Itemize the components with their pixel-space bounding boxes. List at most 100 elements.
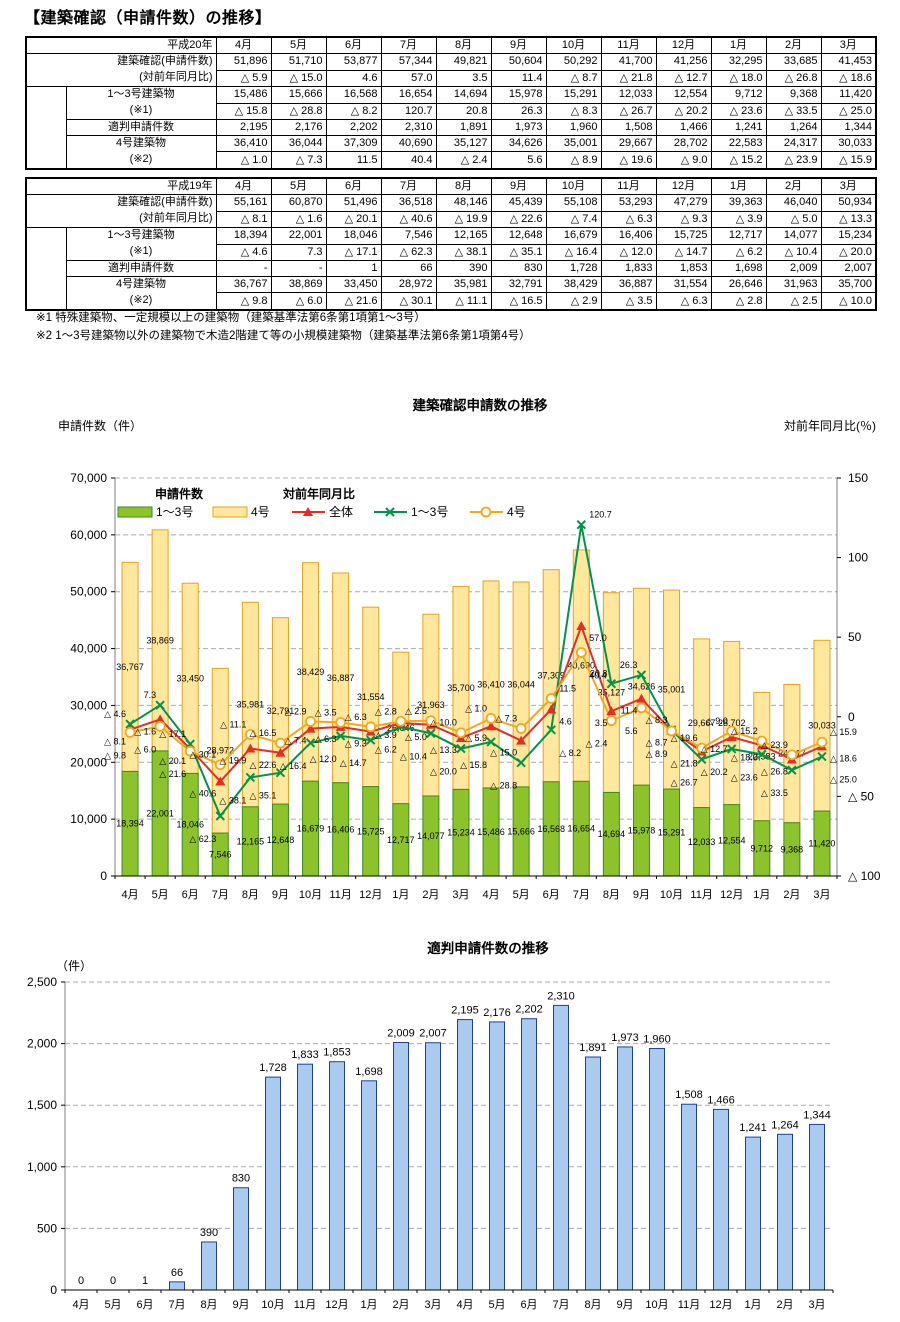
indent-cell (25, 227, 67, 311)
bar-tekihan (169, 1281, 185, 1291)
marker-triangle (486, 721, 497, 731)
total-yoy: △ 22.6 (490, 210, 547, 228)
y-tick-label: 2,500 (27, 975, 57, 989)
line-label: △ 62.3 (189, 834, 216, 844)
label-total: 建築確認(申請件数) (対前年同月比) (25, 194, 217, 228)
x-axis-label: 9月 (272, 889, 289, 901)
x-axis-label: 1月 (753, 889, 770, 901)
month-header: 12月 (655, 36, 712, 54)
marker-circle (786, 749, 798, 761)
bar-label-type13: 12,648 (267, 835, 295, 845)
bar-label-type13: 12,033 (688, 837, 716, 847)
marker-x (456, 743, 466, 754)
row-label: 建築確認(申請件数) (117, 55, 213, 67)
type4-yoy: △ 23.9 (765, 151, 822, 170)
x-axis-label: 4月 (456, 1299, 473, 1311)
type4-yoy: △ 8.9 (545, 151, 602, 170)
marker-x (696, 754, 707, 765)
line-label: 120.7 (589, 510, 612, 520)
bar-label-type4: 28,702 (718, 718, 746, 728)
left-tick-label: 50,000 (70, 585, 107, 599)
type4-yoy: △ 21.6 (325, 292, 382, 311)
bar-label-type4: 38,869 (146, 635, 174, 645)
line-label: △ 21.6 (159, 769, 186, 779)
line-label: △ 16.4 (280, 761, 307, 771)
marker-circle (545, 693, 557, 704)
total-value: 53,877 (325, 53, 382, 71)
total-value: 49,821 (435, 53, 492, 71)
total-value: 41,453 (820, 53, 877, 71)
type4-yoy: △ 16.5 (490, 292, 547, 311)
label-tekihan: 適判申請件数 (65, 260, 217, 277)
tekihan-value: 1,728 (545, 260, 602, 277)
bar-label: 390 (200, 1227, 218, 1239)
legend-swatch-type13 (117, 506, 153, 518)
marker-circle (480, 506, 492, 518)
legend-label: 1～3号 (411, 505, 448, 519)
type4-yoy: △ 10.0 (820, 292, 877, 311)
type4-value: 31,554 (655, 275, 712, 294)
month-header: 7月 (380, 36, 437, 54)
total-yoy: △ 12.7 (655, 69, 712, 87)
type13-value: 12,165 (435, 227, 492, 245)
type13-value: 12,717 (710, 227, 767, 245)
marker-triangle (303, 507, 313, 516)
legend-label: 全体 (329, 504, 353, 519)
bar-tekihan (553, 1004, 569, 1291)
bar-tekihan (777, 1133, 793, 1291)
marker-x (486, 737, 496, 747)
marker-x (125, 719, 135, 729)
x-axis-label: 8月 (603, 889, 620, 901)
x-axis-label: 5月 (513, 889, 530, 901)
tekihan-value: 2,176 (270, 119, 327, 136)
line-label: △ 6.2 (375, 745, 397, 755)
right-tick-label: 0 (848, 710, 855, 724)
marker-triangle (636, 693, 647, 703)
line-label: △ 15.8 (460, 760, 487, 770)
line-label: △ 20.2 (701, 767, 728, 777)
marker-circle (636, 702, 647, 714)
bar-label: 1,698 (355, 1066, 383, 1078)
type13-yoy: 20.8 (435, 102, 492, 120)
x-axis-label: 9月 (633, 889, 650, 901)
type4-yoy: △ 3.5 (600, 292, 657, 311)
type13-value: 12,033 (600, 86, 657, 104)
type13-value: 11,420 (820, 86, 877, 104)
tekihan-value: - (270, 260, 327, 277)
line-label: △ 2.5 (405, 706, 427, 716)
x-axis-label: 4月 (72, 1299, 89, 1311)
month-header: 2月 (765, 177, 822, 195)
right-tick-label: 100 (848, 551, 868, 565)
marker-triangle (606, 706, 617, 716)
total-yoy: △ 13.3 (820, 210, 877, 228)
bar-label-type4: 37,309 (537, 671, 565, 681)
bar-label: 2,202 (515, 1004, 543, 1016)
indent-cell (25, 86, 67, 170)
x-axis-label: 7月 (573, 889, 590, 901)
marker-circle (184, 745, 196, 757)
type4-value: 28,702 (655, 134, 712, 153)
line-label: △ 3.5 (315, 707, 337, 717)
page-title: 【建築確認（申請件数）の推移】 (24, 10, 272, 27)
marker-circle (726, 725, 738, 737)
x-axis-label: 3月 (813, 889, 830, 901)
type13-yoy: △ 12.0 (600, 243, 657, 261)
type4-value: 32,791 (490, 275, 547, 294)
bar-tekihan (329, 1061, 345, 1291)
x-axis-label: 11月 (329, 889, 351, 901)
bar-tekihan (681, 1103, 697, 1291)
bar-label-type13: 12,165 (237, 836, 265, 846)
type4-value: 36,410 (215, 134, 272, 153)
row-label: (※1) (129, 104, 153, 116)
type4-value: 37,309 (325, 134, 382, 153)
bar-label-type4: 28,972 (207, 746, 235, 756)
line-label: △ 38.1 (219, 795, 246, 805)
bar-tekihan (233, 1187, 249, 1291)
left-tick-label: 10,000 (70, 812, 107, 826)
tekihan-value: 1,264 (765, 119, 822, 136)
type4-value: 22,583 (710, 134, 767, 153)
line-label: △ 3.9 (375, 730, 397, 740)
type13-yoy: △ 23.6 (710, 102, 767, 120)
type4-value: 38,869 (270, 275, 327, 294)
